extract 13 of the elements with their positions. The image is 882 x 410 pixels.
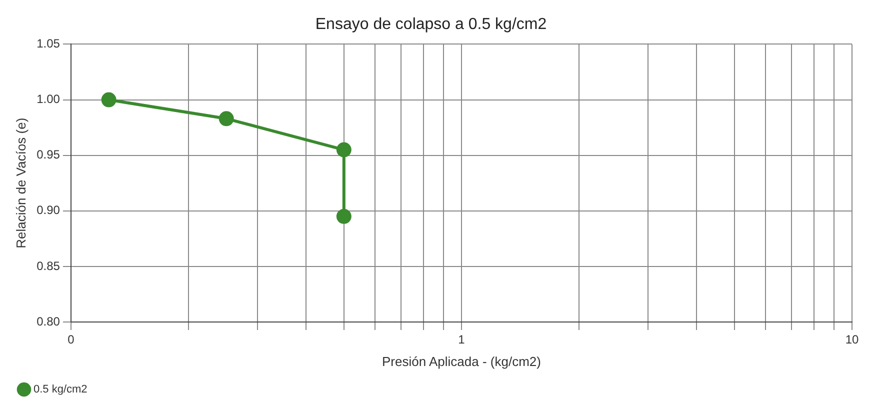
y-tick-label: 0.90: [36, 203, 60, 218]
x-axis-title: Presión Aplicada - (kg/cm2): [382, 354, 541, 369]
x-tick-label: 10: [845, 332, 859, 347]
y-tick-label: 0.85: [36, 258, 60, 273]
legend-label: 0.5 kg/cm2: [34, 384, 88, 396]
y-tick-label: 0.95: [36, 148, 60, 162]
x-tick-label: 1: [458, 332, 466, 347]
y-tick-label: 0.80: [36, 314, 60, 328]
y-tick-label: 1.05: [36, 36, 60, 51]
chart-title: Ensayo de colapso a 0.5 kg/cm2: [315, 16, 547, 34]
x-tick-label: 0: [68, 332, 75, 347]
y-tick-label: 1.00: [36, 92, 60, 106]
y-axis-title: Relación de Vacíos (e): [13, 118, 28, 248]
